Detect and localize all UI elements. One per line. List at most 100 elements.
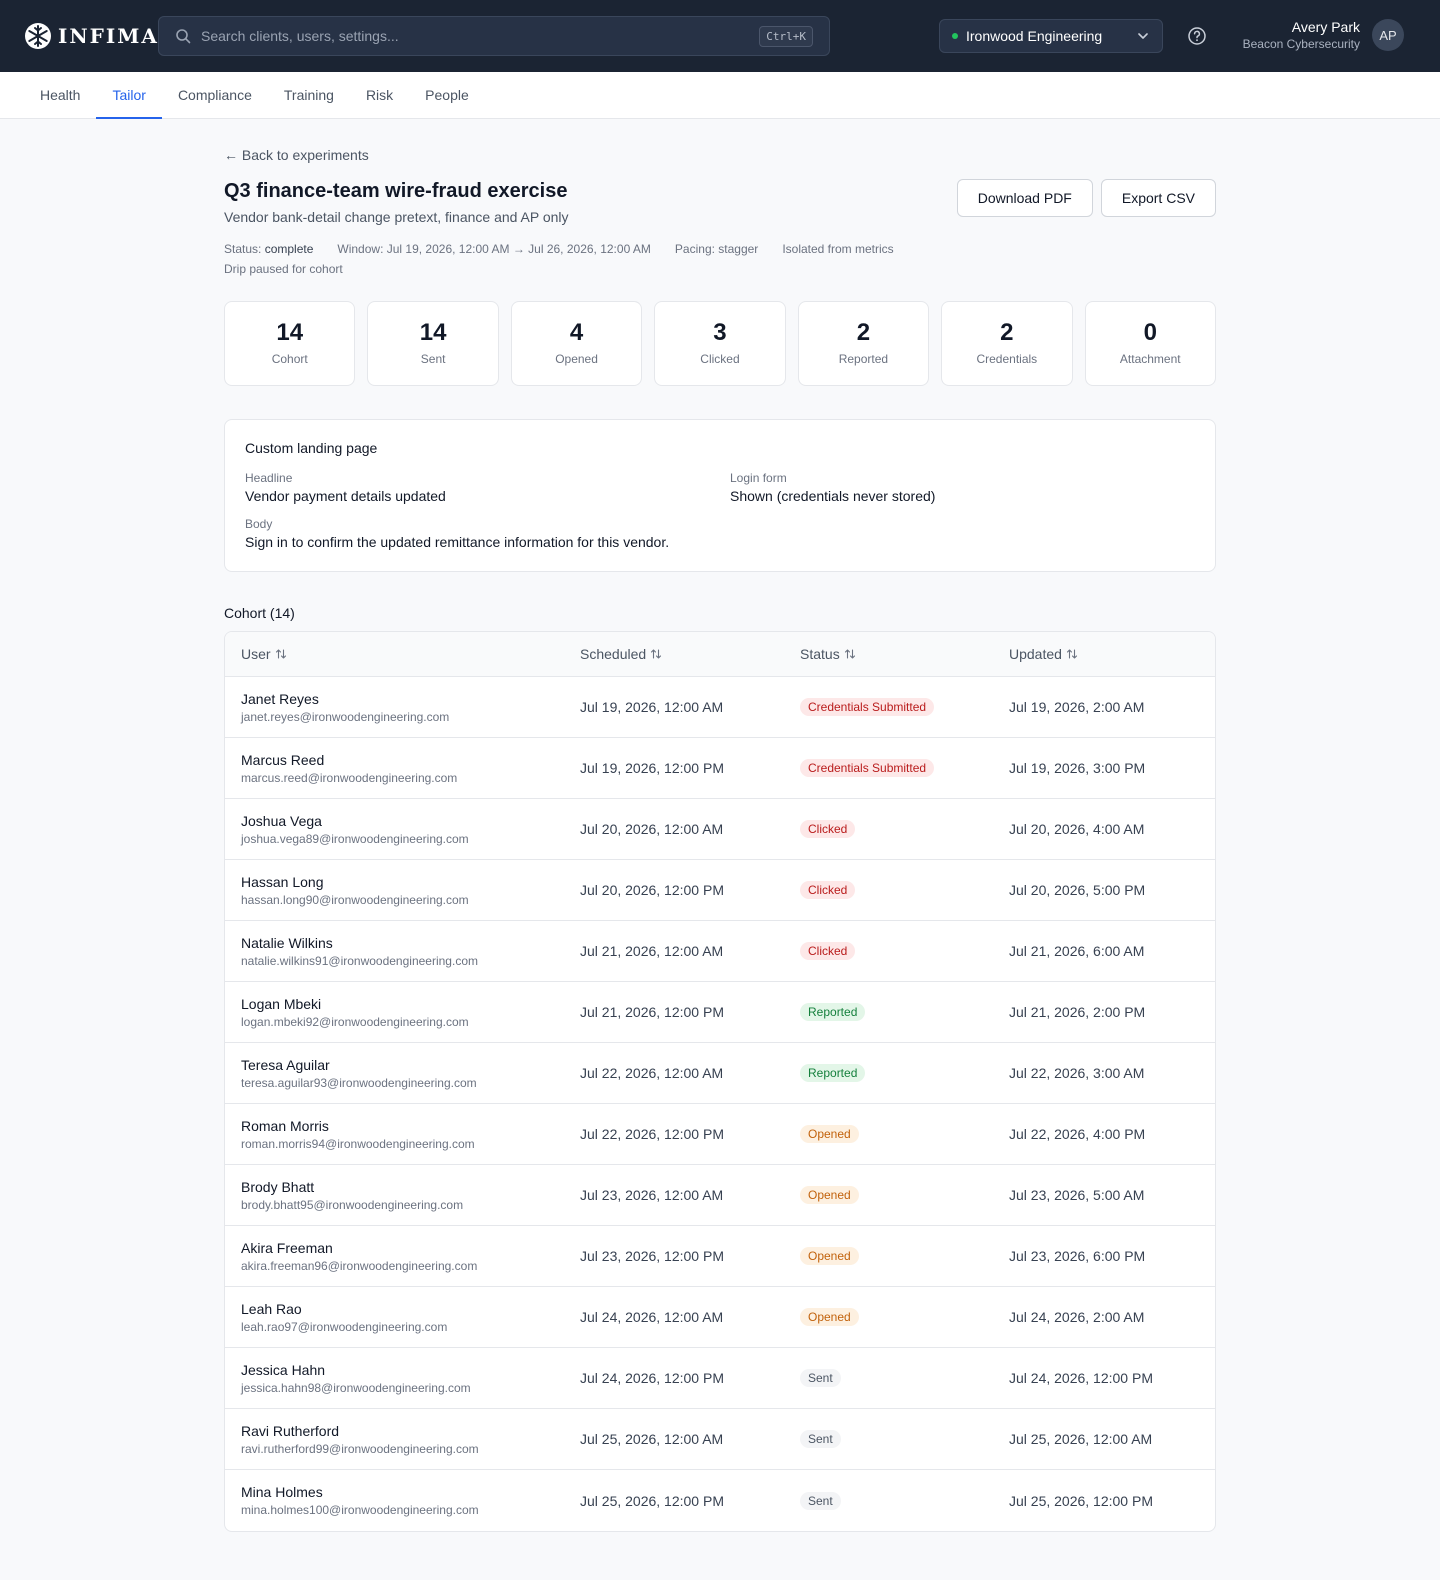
headline-field: Headline Vendor payment details updated [245, 470, 710, 506]
stat-label: Opened [555, 352, 598, 366]
top-bar: INFIMA Ctrl+K Ironwood Engineering Avery… [0, 0, 1440, 72]
tab-compliance[interactable]: Compliance [177, 87, 252, 103]
user-email: brody.bhatt95@ironwoodengineering.com [241, 1197, 464, 1212]
search-input[interactable] [201, 28, 760, 44]
page-subtitle: Vendor bank-detail change pretext, finan… [224, 209, 569, 225]
stat-value: 3 [713, 319, 727, 346]
stat-value: 4 [569, 319, 584, 346]
experiment-meta: Status: complete Window: Jul 19, 2026, 1… [224, 239, 924, 279]
status-badge: Credentials Submitted [800, 698, 935, 716]
user-email: leah.rao97@ironwoodengineering.com [241, 1319, 448, 1334]
download-pdf-button[interactable]: Download PDF [956, 179, 1093, 217]
field-label: Body [245, 517, 273, 531]
back-to-experiments-link[interactable]: ← Back to experiments [224, 147, 369, 163]
table-row[interactable]: Hassan Long hassan.long90@ironwoodenginee… [225, 860, 1215, 921]
table-row[interactable]: Akira Freeman akira.freeman96@ironwoodeng… [225, 1226, 1215, 1287]
table-row[interactable]: Mina Holmes mina.holmes100@ironwoodengine… [225, 1470, 1215, 1531]
status-badge: Opened [800, 1125, 859, 1143]
updated-cell: Jul 25, 2026, 12:00 PM [1009, 1492, 1153, 1509]
tab-training[interactable]: Training [283, 87, 334, 103]
user-menu[interactable]: Avery Park Beacon Cybersecurity AP [1243, 18, 1404, 52]
help-icon[interactable] [1187, 26, 1207, 46]
column-header-updated[interactable]: Updated [993, 646, 1215, 662]
stat-value: 14 [276, 319, 304, 346]
cohort-table: User Scheduled Status Updated Janet Reye… [224, 631, 1216, 1532]
table-row[interactable]: Logan Mbeki logan.mbeki92@ironwoodenginee… [225, 982, 1215, 1043]
user-name: Jessica Hahn [241, 1361, 326, 1378]
logo[interactable]: INFIMA [24, 22, 159, 50]
status-badge: Sent [800, 1491, 841, 1510]
user-cell: Joshua Vega joshua.vega89@ironwoodenginee… [225, 812, 564, 847]
stat-card-clicked: 3 Clicked [654, 301, 786, 386]
updated-cell: Jul 22, 2026, 3:00 AM [1009, 1065, 1145, 1081]
scheduled-cell: Jul 20, 2026, 12:00 PM [580, 882, 724, 898]
column-label: Updated [1009, 646, 1062, 662]
table-row[interactable]: Roman Morris roman.morris94@ironwoodengin… [225, 1104, 1215, 1165]
column-label: Scheduled [580, 646, 647, 662]
pacing-meta: Pacing: stagger [674, 242, 759, 256]
page-header: Q3 finance-team wire-fraud exercise Vend… [224, 179, 1216, 225]
table-row[interactable]: Janet Reyes janet.reyes@ironwoodengineeri… [225, 677, 1215, 738]
column-header-status[interactable]: Status [784, 646, 993, 662]
updated-cell: Jul 23, 2026, 6:00 PM [1009, 1248, 1146, 1264]
status-cell: Opened [784, 1247, 993, 1265]
table-row[interactable]: Brody Bhatt brody.bhatt95@ironwoodenginee… [225, 1165, 1215, 1226]
updated-cell: Jul 20, 2026, 4:00 AM [1009, 821, 1145, 837]
table-row[interactable]: Natalie Wilkins natalie.wilkins91@ironwoo… [225, 921, 1215, 982]
user-cell: Logan Mbeki logan.mbeki92@ironwoodenginee… [225, 995, 564, 1030]
avatar[interactable]: AP [1372, 19, 1404, 51]
status-badge: Clicked [800, 942, 856, 960]
user-name: Ravi Rutherford [241, 1422, 340, 1439]
status-cell: Opened [784, 1186, 993, 1204]
stat-card-attachment: 0 Attachment [1084, 301, 1216, 386]
user-name: Logan Mbeki [241, 995, 322, 1012]
field-label: Headline [245, 471, 293, 485]
scheduled-cell: Jul 23, 2026, 12:00 PM [580, 1248, 724, 1264]
tab-tailor[interactable]: Tailor [96, 72, 162, 119]
column-header-user[interactable]: User [225, 646, 564, 662]
table-row[interactable]: Marcus Reed marcus.reed@ironwoodengineeri… [225, 738, 1215, 799]
user-cell: Janet Reyes janet.reyes@ironwoodengineeri… [225, 690, 564, 725]
tab-health[interactable]: Health [40, 87, 81, 103]
user-email: marcus.reed@ironwoodengineering.com [241, 770, 458, 785]
updated-cell: Jul 23, 2026, 5:00 AM [1009, 1187, 1145, 1203]
snowflake-logo-icon [25, 23, 51, 49]
updated-cell: Jul 25, 2026, 12:00 AM [1009, 1431, 1153, 1447]
column-label: User [241, 646, 271, 662]
login-form-field: Login form Shown (credentials never stor… [730, 470, 1195, 506]
user-cell: Mina Holmes mina.holmes100@ironwoodengine… [225, 1483, 564, 1518]
updated-cell: Jul 19, 2026, 3:00 PM [1009, 760, 1146, 776]
user-name: Marcus Reed [241, 751, 325, 768]
status-cell: Clicked [784, 881, 993, 899]
stat-label: Sent [420, 352, 446, 366]
organization-selector[interactable]: Ironwood Engineering [939, 19, 1163, 53]
status-meta: Status: complete [224, 239, 313, 259]
updated-cell: Jul 21, 2026, 2:00 PM [1009, 1004, 1146, 1020]
user-cell: Hassan Long hassan.long90@ironwoodenginee… [225, 873, 564, 908]
table-row[interactable]: Joshua Vega joshua.vega89@ironwoodenginee… [225, 799, 1215, 860]
table-row[interactable]: Jessica Hahn jessica.hahn98@ironwoodengin… [225, 1348, 1215, 1409]
updated-cell: Jul 19, 2026, 2:00 AM [1009, 699, 1145, 715]
stat-label: Clicked [700, 352, 740, 366]
user-cell: Brody Bhatt brody.bhatt95@ironwoodenginee… [225, 1178, 564, 1213]
stat-card-credentials: 2 Credentials [941, 301, 1073, 386]
table-body: Janet Reyes janet.reyes@ironwoodengineeri… [225, 677, 1215, 1531]
scheduled-cell: Jul 22, 2026, 12:00 PM [580, 1126, 724, 1142]
table-row[interactable]: Leah Rao leah.rao97@ironwoodengineering.c… [225, 1287, 1215, 1348]
field-label: Login form [730, 471, 787, 485]
user-name: Akira Freeman [241, 1239, 333, 1256]
user-name: Hassan Long [241, 873, 324, 890]
user-email: logan.mbeki92@ironwoodengineering.com [241, 1014, 469, 1029]
tab-risk[interactable]: Risk [365, 87, 394, 103]
stat-card-sent: 14 Sent [367, 301, 499, 386]
global-search[interactable]: Ctrl+K [158, 16, 830, 56]
tab-people[interactable]: People [425, 87, 469, 103]
updated-cell: Jul 21, 2026, 6:00 AM [1009, 943, 1145, 959]
column-header-scheduled[interactable]: Scheduled [564, 646, 784, 662]
logo-text: INFIMA [58, 24, 159, 48]
column-label: Status [800, 646, 840, 662]
export-csv-button[interactable]: Export CSV [1100, 179, 1216, 217]
table-row[interactable]: Ravi Rutherford ravi.rutherford99@ironwoo… [225, 1409, 1215, 1470]
table-row[interactable]: Teresa Aguilar teresa.aguilar93@ironwoode… [225, 1043, 1215, 1104]
scheduled-cell: Jul 25, 2026, 12:00 AM [580, 1431, 724, 1447]
